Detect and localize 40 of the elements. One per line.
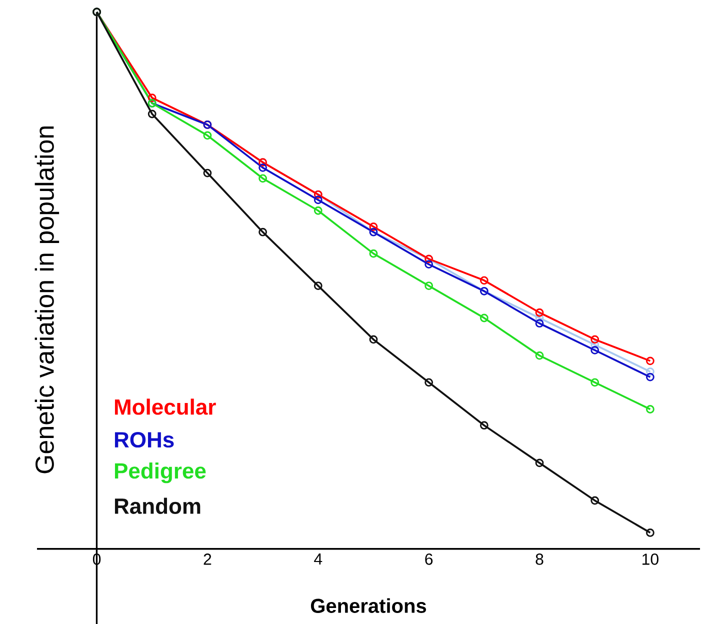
point (203, 131, 212, 140)
point (314, 196, 322, 204)
point (258, 174, 267, 183)
x-tick-label: 6 (425, 554, 433, 565)
x-tick-label: 8 (536, 554, 544, 565)
point (148, 94, 156, 102)
point (369, 222, 378, 231)
point (480, 276, 488, 285)
text: Molecular (114, 398, 216, 415)
point (424, 378, 434, 387)
y-axis-title: Genetic variation in population (34, 126, 60, 474)
text: Random (114, 498, 200, 514)
point (258, 163, 267, 172)
point (424, 260, 434, 269)
point (314, 282, 322, 290)
text: ROHs (114, 432, 174, 448)
point (369, 335, 378, 344)
point (590, 496, 600, 505)
point (590, 346, 600, 354)
point (148, 110, 156, 118)
point (590, 335, 600, 344)
point (590, 378, 600, 387)
point (258, 228, 267, 236)
point (424, 282, 434, 290)
point (535, 314, 544, 322)
point (480, 314, 488, 322)
x-tick-label: 2 (204, 554, 212, 565)
x-axis-title: Generations (310, 598, 426, 613)
point (535, 458, 544, 468)
text: Pedigree (114, 462, 206, 484)
point (535, 319, 544, 328)
point (535, 351, 544, 360)
point (369, 249, 378, 258)
point (203, 168, 212, 178)
x-tick-label: 10 (642, 554, 658, 565)
point (480, 421, 488, 430)
point (314, 206, 322, 215)
x-tick-label: 4 (314, 554, 322, 565)
point (590, 340, 600, 350)
point (535, 308, 544, 317)
